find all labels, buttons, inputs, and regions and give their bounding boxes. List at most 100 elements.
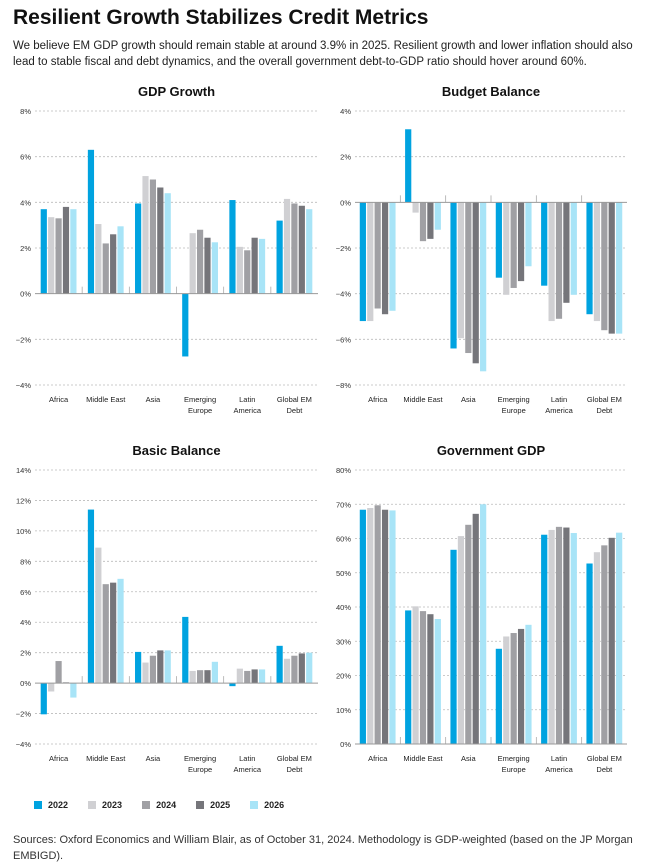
bar-2023 [189, 670, 196, 684]
y-tick-label: 70% [336, 500, 351, 509]
bar-2024 [555, 526, 563, 744]
bar-2026 [480, 504, 487, 744]
bar-2025 [157, 650, 164, 684]
bar-2026 [211, 242, 218, 294]
bar-2024 [510, 633, 517, 744]
legend-swatch [88, 801, 97, 809]
category-label: Emerging [184, 754, 216, 763]
chart-title: GDP Growth [138, 84, 215, 99]
bar-2025 [157, 187, 164, 294]
bar-2025 [608, 537, 615, 744]
legend-swatch [250, 801, 259, 809]
y-tick-label: 2% [20, 649, 31, 658]
bar-2022 [135, 651, 142, 684]
bar-2025 [472, 513, 479, 744]
bar-2023 [95, 224, 102, 294]
bar-2023 [367, 202, 374, 322]
category-label: Middle East [86, 754, 126, 763]
basic-balance-chart: Basic Balance 14% 12% 10% 8% 6% 4% 2% 0% −2% −4% Af… [16, 443, 318, 774]
y-tick-label: −4% [16, 381, 32, 390]
category-label: Latin [551, 395, 567, 404]
bar-2022 [405, 610, 412, 744]
bar-2022 [229, 683, 236, 687]
bar-2025 [110, 234, 117, 294]
category-label: Debt [286, 406, 303, 415]
bar-2023 [548, 529, 555, 744]
bar-2025 [427, 202, 434, 239]
legend-label: 2024 [156, 800, 177, 810]
category-label: Debt [596, 765, 613, 774]
bar-2025 [62, 206, 70, 294]
bar-2023 [548, 202, 555, 322]
bar-2026 [389, 202, 396, 311]
bar-2022 [405, 129, 412, 203]
bar-2026 [616, 202, 623, 334]
bar-2022 [359, 202, 366, 322]
category-label: Global EM [277, 395, 312, 404]
category-label: Europe [502, 406, 526, 415]
bar-2025 [298, 653, 305, 684]
category-label: America [233, 765, 261, 774]
bar-2025 [204, 670, 211, 684]
y-tick-label: −8% [336, 381, 352, 390]
bar-2023 [236, 668, 243, 684]
y-tick-label: −4% [336, 290, 352, 299]
bar-2022 [182, 616, 189, 684]
bar-2023 [48, 217, 55, 294]
bar-2026 [258, 238, 266, 294]
bar-2026 [164, 650, 171, 684]
category-label: Africa [49, 395, 69, 404]
y-tick-label: 4% [20, 618, 31, 627]
y-tick-label: 50% [336, 569, 351, 578]
category-label: America [545, 406, 573, 415]
bar-2024 [196, 670, 204, 684]
gdp-growth-chart: GDP Growth 8% 6% 4% 2% 0% −4% −2% Africa Middle E… [16, 84, 318, 415]
y-tick-label: −6% [336, 335, 352, 344]
bar-2024 [55, 218, 62, 294]
category-label: America [545, 765, 573, 774]
bar-2023 [95, 547, 102, 684]
bar-2022 [450, 549, 457, 744]
bar-2023 [142, 662, 149, 684]
bar-2024 [601, 545, 608, 744]
bar-2023 [189, 233, 196, 294]
budget-balance-chart: Budget Balance 4% 2% 0% −2% −4% −6% −8% Africa Mi… [336, 84, 627, 415]
category-label: Asia [461, 754, 476, 763]
category-label: Emerging [184, 395, 216, 404]
chart-title: Government GDP [437, 443, 546, 458]
bar-2023 [236, 246, 243, 294]
y-tick-label: 6% [20, 588, 31, 597]
bar-2023 [412, 606, 419, 744]
bar-2023 [593, 552, 601, 744]
bar-2024 [465, 202, 472, 354]
bar-2023 [457, 202, 465, 339]
bar-2022 [450, 202, 457, 349]
category-label: Emerging [498, 395, 530, 404]
bar-2025 [110, 582, 117, 684]
category-label: Europe [502, 765, 526, 774]
bar-2023 [412, 202, 419, 213]
bar-2025 [517, 202, 525, 282]
legend-label: 2025 [210, 800, 231, 810]
y-tick-label: 4% [20, 198, 31, 207]
legend-item: 2022 [34, 800, 68, 810]
bar-2022 [229, 200, 236, 294]
bar-2026 [434, 202, 441, 230]
bar-2024 [102, 584, 109, 684]
legend-swatch [142, 801, 151, 809]
bar-2024 [149, 179, 157, 294]
bar-2025 [517, 628, 525, 744]
bar-2022 [276, 645, 283, 684]
bar-2026 [306, 209, 313, 294]
bar-2022 [495, 648, 502, 744]
bar-2022 [276, 220, 283, 294]
y-tick-label: 20% [336, 672, 351, 681]
bar-2024 [291, 655, 298, 684]
category-label: Emerging [498, 754, 530, 763]
chart-title: Budget Balance [442, 84, 540, 99]
y-tick-label: 4% [340, 107, 351, 116]
bar-2026 [389, 510, 396, 744]
bar-2026 [306, 652, 313, 684]
bar-2025 [381, 202, 389, 315]
bar-2025 [251, 237, 258, 294]
